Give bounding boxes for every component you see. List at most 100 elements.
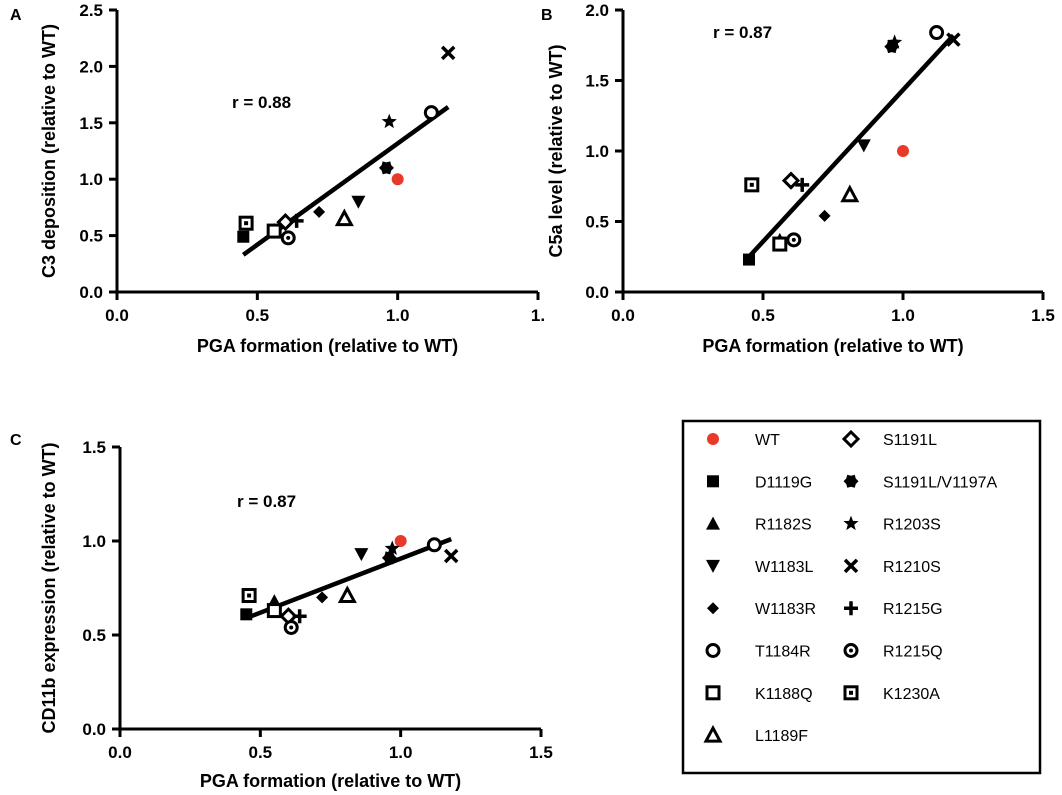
legend-label: W1183L xyxy=(755,559,814,576)
x-tick-label: 1.5 xyxy=(1031,306,1055,325)
correlation-label: r = 0.88 xyxy=(232,93,291,112)
y-axis-label: CD11b expression (relative to WT) xyxy=(39,442,59,733)
x-axis-label: PGA formation (relative to WT) xyxy=(702,336,963,356)
y-tick-label: 0.0 xyxy=(79,283,103,302)
point-w1183r xyxy=(316,591,329,604)
point-w1183r xyxy=(313,205,326,218)
correlation-label: r = 0.87 xyxy=(237,492,296,511)
y-tick-label: 0.0 xyxy=(82,720,106,739)
legend-label: WT xyxy=(755,432,780,449)
x-tick-label: 1.0 xyxy=(891,306,915,325)
point-r1215g xyxy=(292,609,307,624)
y-axis-label: C5a level (relative to WT) xyxy=(546,44,566,257)
legend-label: S1191L/V1197A xyxy=(883,474,998,491)
point-wt xyxy=(391,173,404,186)
open-diamond-icon xyxy=(841,429,861,449)
point-l1189f xyxy=(337,585,357,604)
panel-letter: A xyxy=(10,7,22,24)
legend-item-d1119g: D1119G xyxy=(707,474,812,491)
chart-panel-c: C 0.0 0.5 1.0 1.5 0.0 0.5 1.0 1.5 PGA formation (… xyxy=(10,432,553,791)
legend-label: R1215G xyxy=(883,601,943,618)
point-r1215q xyxy=(280,230,296,246)
legend-label: L1189F xyxy=(755,728,808,745)
y-tick-label: 0.5 xyxy=(585,213,609,232)
panel-letter: C xyxy=(10,432,22,449)
y-tick-label: 1.5 xyxy=(82,438,106,457)
point-r1215g xyxy=(289,213,304,228)
y-tick-label: 0.5 xyxy=(82,626,106,645)
legend-item-r1182s: R1182S xyxy=(706,516,812,534)
x-tick-label: 1.5 xyxy=(529,743,553,762)
filled-hexagon-icon xyxy=(843,474,859,488)
x-tick-label: 1.0 xyxy=(386,306,410,325)
legend-item-r1215g: R1215G xyxy=(844,601,943,618)
point-s1191l xyxy=(781,171,801,190)
legend-label: D1119G xyxy=(755,474,812,491)
plus-icon xyxy=(844,601,858,616)
legend-box xyxy=(681,419,1042,775)
point-w1183l xyxy=(354,548,369,562)
point-w1183l xyxy=(856,139,871,153)
open-square-icon xyxy=(705,685,721,701)
y-tick-label: 2.5 xyxy=(79,1,103,20)
legend-item-r1210s: R1210S xyxy=(843,558,941,576)
point-r1215q xyxy=(786,232,802,248)
dotted-square-icon xyxy=(843,685,859,701)
y-tick-label: 0.5 xyxy=(79,227,103,246)
legend-label: W1183R xyxy=(755,601,816,618)
legend-label: K1188Q xyxy=(755,686,813,703)
point-k1230a xyxy=(241,588,257,604)
y-tick-label: 2.0 xyxy=(79,57,103,76)
chart-panel-b: B 0.0 0.5 1.0 1.5 0.0 0.5 1.0 1.5 2.0 PGA formatio… xyxy=(541,1,1055,356)
legend-item-r1215q: R1215Q xyxy=(843,643,943,661)
x-tick-label: 0.0 xyxy=(611,306,635,325)
point-r1215q xyxy=(283,619,299,635)
point-w1183l xyxy=(351,195,366,209)
legend-label: R1215Q xyxy=(883,644,943,661)
legend-label: R1203S xyxy=(883,517,941,534)
point-d1119g xyxy=(237,230,250,243)
legend-item-t1184r: T1184R xyxy=(705,643,811,661)
point-d1119g xyxy=(743,253,755,266)
point-k1230a xyxy=(238,215,254,231)
legend-label: R1210S xyxy=(883,559,941,576)
legend-item-s1191l: S1191L xyxy=(841,429,937,449)
filled-triangle-down-icon xyxy=(706,559,720,573)
y-tick-label: 1.5 xyxy=(585,72,609,91)
point-d1119g xyxy=(240,608,253,621)
point-r1203s xyxy=(384,540,400,555)
point-r1203s xyxy=(381,113,397,129)
open-circle-icon xyxy=(705,643,721,658)
regression-line xyxy=(747,33,956,259)
legend-item-k1188q: K1188Q xyxy=(705,685,813,703)
point-r1210s xyxy=(440,45,456,61)
panel-letter: B xyxy=(541,7,553,24)
y-axis-label: C3 deposition (relative to WT) xyxy=(39,24,59,278)
filled-triangle-up-icon xyxy=(706,516,720,530)
x-tick-label: 0.5 xyxy=(751,306,775,325)
point-t1184r xyxy=(426,537,442,553)
point-k1188q xyxy=(266,223,282,239)
point-l1189f xyxy=(840,184,860,203)
x-axis-label: PGA formation (relative to WT) xyxy=(197,336,458,356)
red-circle-icon xyxy=(707,433,719,445)
y-tick-label: 1.0 xyxy=(585,142,609,161)
legend-item-wt: WT xyxy=(707,432,780,449)
point-s1191l-v1197a xyxy=(381,551,397,565)
y-tick-label: 1.0 xyxy=(79,170,103,189)
legend-label: K1230A xyxy=(883,686,940,703)
x-tick-label: 0.0 xyxy=(105,306,129,325)
point-wt xyxy=(394,535,407,547)
legend-item-r1203s: R1203S xyxy=(843,515,941,534)
point-s1191l-v1197a xyxy=(378,161,394,175)
x-cross-icon xyxy=(843,558,859,574)
chart-panel-a: A 0.0 0.5 1.0 1. 0.0 0.5 1.0 1.5 2.0 2.5 PGA format… xyxy=(10,1,545,356)
point-r1203s xyxy=(886,34,903,49)
legend-item-k1230a: K1230A xyxy=(843,685,940,703)
point-r1210s xyxy=(946,32,961,47)
point-t1184r xyxy=(929,25,945,41)
point-k1230a xyxy=(744,177,760,193)
legend-label: S1191L xyxy=(883,432,937,449)
ringed-circle-icon xyxy=(843,643,859,658)
